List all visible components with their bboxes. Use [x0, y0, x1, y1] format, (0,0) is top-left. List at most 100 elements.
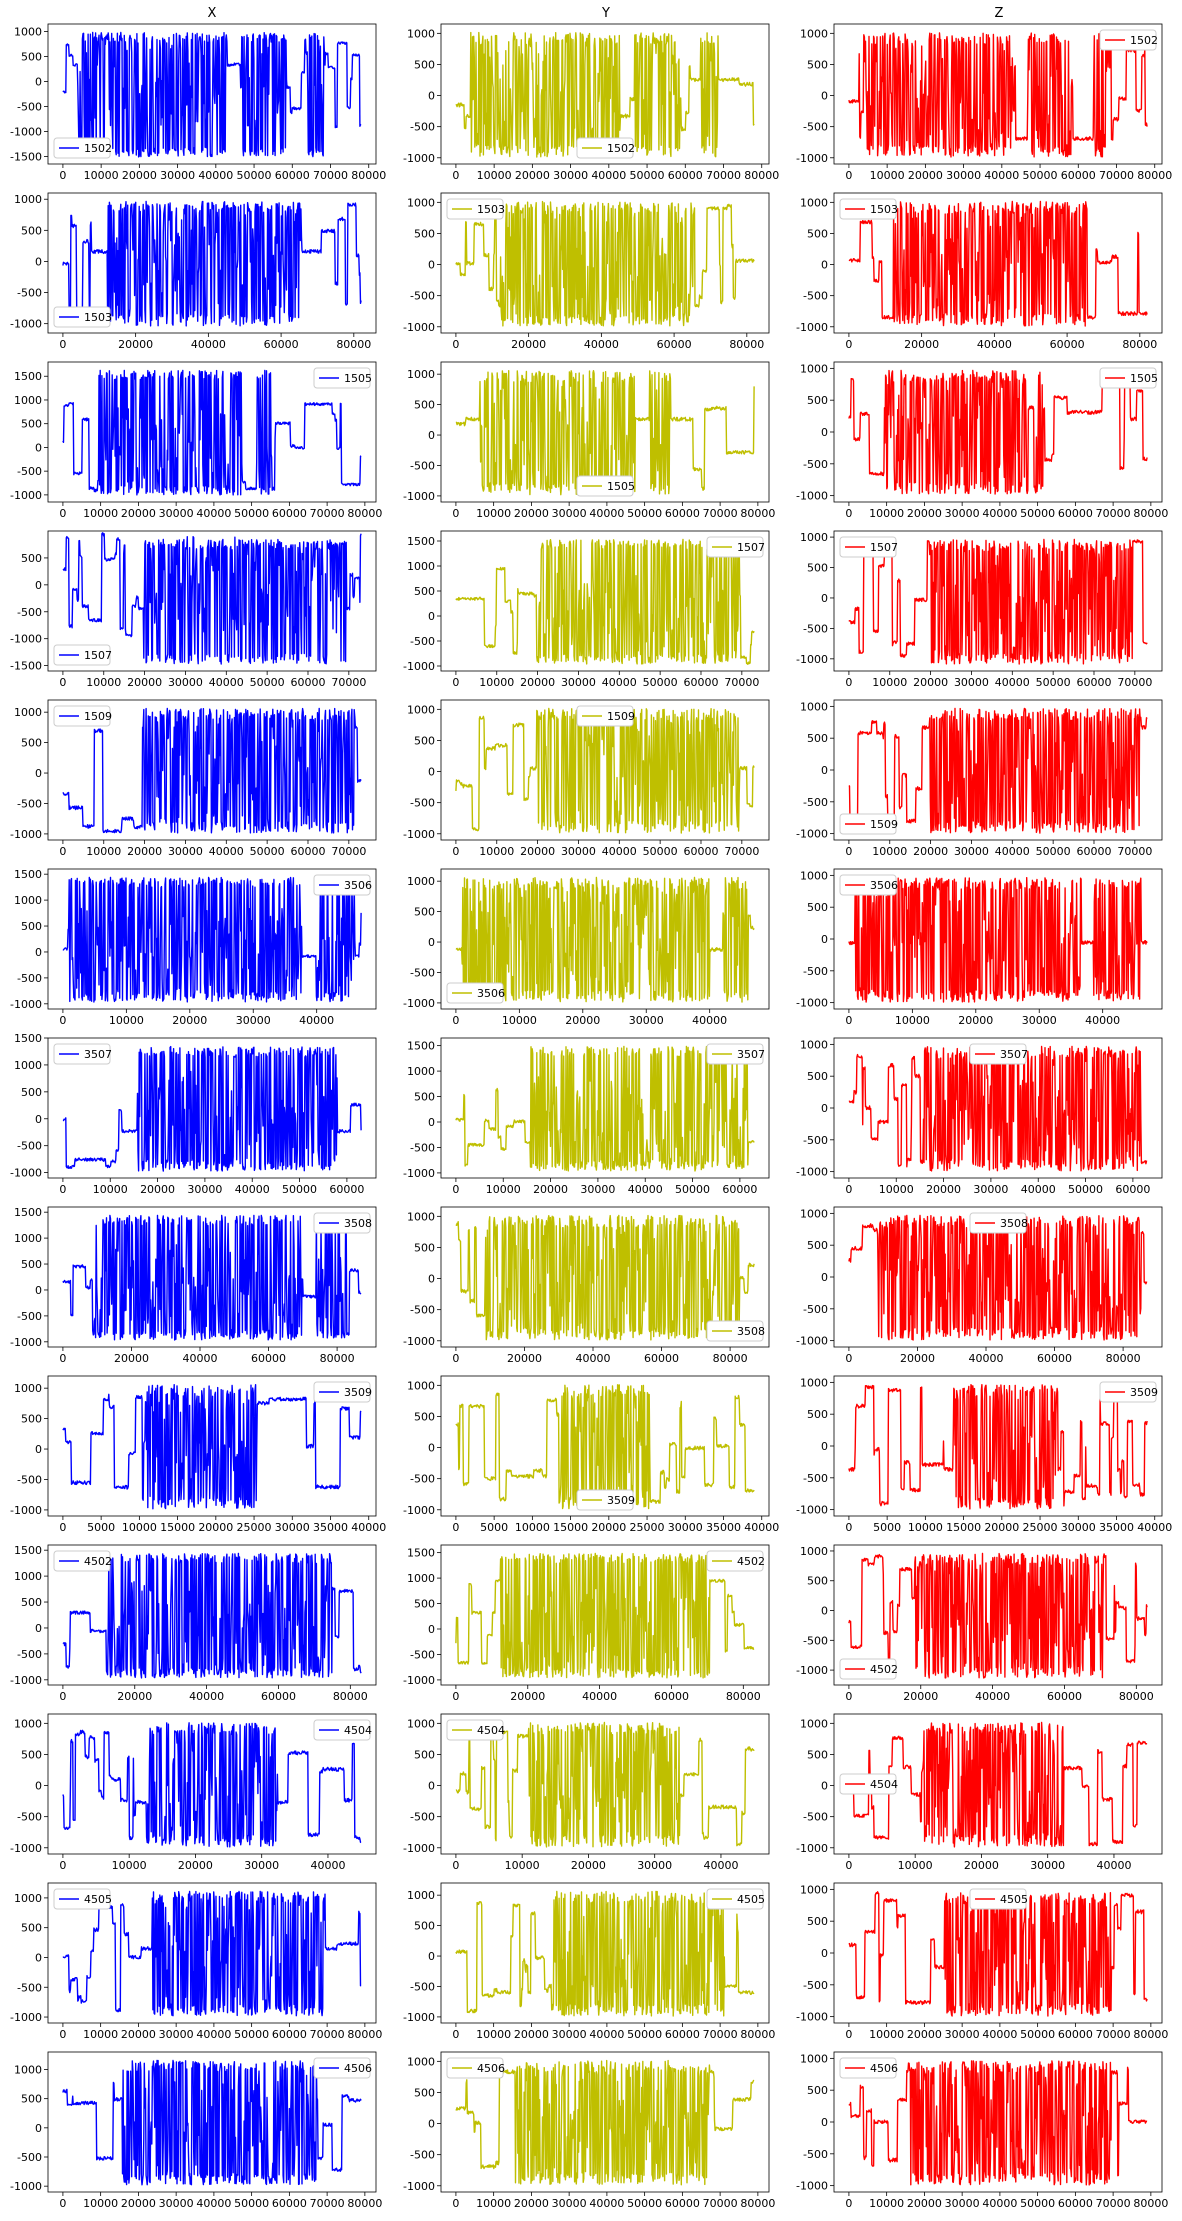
subplot-3507-z: 0 10000 20000 30000 40000 50000 60000-1000-500… [796, 1037, 1163, 1196]
x-tick-label: 10000 [83, 2197, 118, 2210]
y-tick-label: -500 [803, 1979, 828, 1992]
x-tick-label: 40000 [628, 1183, 663, 1196]
x-tick-label: 0 [452, 1690, 459, 1703]
y-tick-label: -500 [803, 1472, 828, 1485]
x-tick-label: 20000 [121, 2028, 156, 2041]
subplot-4502-z: 0 20000 40000 60000 80000 -1000 -500 0 500 1000 45… [796, 1544, 1163, 1703]
y-tick-label: -1000 [796, 1504, 828, 1517]
legend: 1509 [839, 813, 898, 835]
x-tick-label: 10000 [84, 169, 119, 182]
y-tick-label: 1500 [14, 1206, 42, 1219]
column-title-x: X [208, 6, 217, 21]
legend-box [446, 982, 504, 1004]
x-tick-label: 40000 [299, 1014, 334, 1027]
legend-box [53, 306, 111, 328]
y-tick-label: 0 [821, 426, 828, 439]
y-tick-label: -500 [410, 459, 435, 472]
x-tick-label: 0 [452, 1352, 459, 1365]
y-tick-label: 500 [414, 1091, 435, 1104]
x-tick-label: 40000 [209, 676, 244, 689]
y-tick-label: -1000 [403, 997, 435, 1010]
x-tick-label: 5000 [480, 1521, 508, 1534]
y-tick-label: 1000 [407, 1572, 435, 1585]
x-tick-label: 80000 [729, 338, 764, 351]
y-tick-label: -1000 [796, 1335, 828, 1348]
y-tick-label: 0 [428, 1273, 435, 1286]
y-tick-label: 0 [821, 1947, 828, 1960]
x-tick-label: 40000 [975, 1690, 1010, 1703]
y-tick-label: 0 [821, 90, 828, 103]
x-tick-label: 30000 [275, 1521, 310, 1534]
subplot-4502-y: 0 20000 40000 60000 80000 -1000 -500 0 500 1000 15… [403, 1544, 770, 1703]
legend-box [839, 2057, 897, 2079]
legend-box [576, 475, 634, 497]
x-tick-label: 30000 [160, 169, 195, 182]
y-tick-label: 1000 [14, 26, 42, 39]
legend: 3509 [1099, 1381, 1158, 1403]
y-tick-label: -500 [803, 965, 828, 978]
legend: 1502 [576, 137, 635, 159]
x-tick-label: 30000 [168, 676, 203, 689]
x-tick-label: 0 [452, 2197, 459, 2210]
x-tick-label: 20000 [533, 1183, 568, 1196]
x-tick-label: 10000 [869, 2028, 904, 2041]
legend: 4502 [706, 1550, 765, 1572]
legend: 1505 [1099, 367, 1158, 389]
y-tick-label: -1000 [796, 828, 828, 841]
x-tick-label: 60000 [1061, 169, 1096, 182]
x-tick-label: 40000 [969, 1352, 1004, 1365]
x-tick-label: 80000 [740, 2197, 775, 2210]
legend: 3506 [313, 874, 372, 896]
legend-box [53, 644, 111, 666]
y-tick-label: 0 [428, 1116, 435, 1129]
x-tick-label: 50000 [1020, 507, 1055, 520]
x-tick-label: 70000 [1099, 169, 1134, 182]
legend-box [706, 1320, 764, 1342]
series-line [62, 1722, 362, 1848]
y-tick-label: 1000 [407, 1065, 435, 1078]
y-tick-label: 1500 [407, 1547, 435, 1560]
x-tick-label: 0 [452, 1014, 459, 1027]
x-tick-label: 0 [59, 1859, 66, 1872]
legend: 4504 [839, 1773, 898, 1795]
x-tick-label: 70000 [310, 2197, 345, 2210]
y-tick-label: -1000 [796, 2180, 828, 2193]
x-tick-label: 0 [452, 338, 459, 351]
y-tick-label: 500 [807, 562, 828, 575]
x-tick-label: 10000 [122, 1521, 157, 1534]
y-tick-label: 1000 [14, 706, 42, 719]
legend-box [576, 137, 634, 159]
x-tick-label: 10000 [895, 1014, 930, 1027]
legend-label: 1503 [84, 311, 112, 324]
x-tick-label: 80000 [336, 338, 371, 351]
legend: 1503 [53, 306, 112, 328]
x-tick-label: 10000 [898, 1859, 933, 1872]
legend-label: 1507 [870, 541, 898, 554]
y-tick-label: 1000 [800, 2052, 828, 2065]
legend-box [313, 1212, 371, 1234]
subplot-grid: 0 10000 20000 30000 40000 50000 60000 70000 8000… [10, 23, 1172, 2210]
subplot-4506-y: 0 10000 20000 30000 40000 50000 60000 70000 8000… [403, 2051, 775, 2210]
x-tick-label: 60000 [272, 507, 307, 520]
x-tick-label: 70000 [1096, 2028, 1131, 2041]
subplot-1505-y: 0 10000 20000 30000 40000 50000 60000 70000 8000… [403, 361, 775, 520]
x-tick-label: 80000 [740, 2028, 775, 2041]
x-tick-label: 10000 [505, 1859, 540, 1872]
legend: 1505 [576, 475, 635, 497]
legend-label: 3506 [870, 879, 898, 892]
x-tick-label: 0 [845, 338, 852, 351]
legend-label: 1507 [737, 541, 765, 554]
y-tick-label: 500 [414, 734, 435, 747]
y-tick-label: 500 [414, 1598, 435, 1611]
x-tick-label: 60000 [657, 338, 692, 351]
y-tick-label: -500 [410, 121, 435, 134]
legend-box [1099, 29, 1157, 51]
legend-label: 1509 [870, 818, 898, 831]
legend-label: 1509 [607, 710, 635, 723]
series-line [62, 532, 362, 665]
x-tick-label: 35000 [313, 1521, 348, 1534]
y-tick-label: 1000 [800, 1376, 828, 1389]
x-tick-label: 60000 [1047, 1690, 1082, 1703]
legend: 1505 [313, 367, 372, 389]
x-tick-label: 20000 [511, 338, 546, 351]
